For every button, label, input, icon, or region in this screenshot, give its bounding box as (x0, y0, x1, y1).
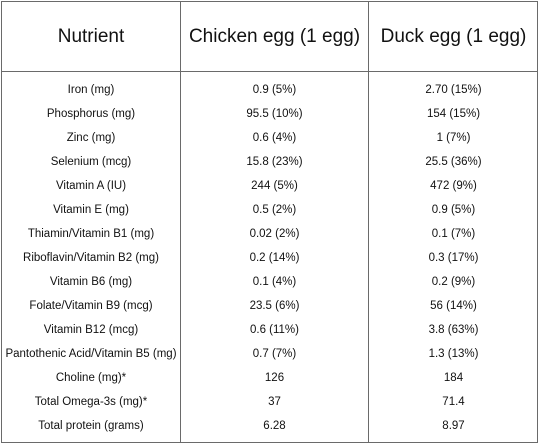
duck-egg-cell: 1 (7%) (436, 132, 471, 144)
duck-egg-cell: 154 (15%) (426, 108, 481, 120)
chicken-egg-cell: 0.5 (2%) (252, 204, 297, 216)
nutrient-cell: Thiamin/Vitamin B1 (mg) (27, 228, 155, 240)
chicken-egg-cell: 0.6 (4%) (252, 132, 297, 144)
chicken-egg-cell: 0.6 (11%) (249, 324, 299, 336)
duck-egg-cell: 0.9 (5%) (431, 204, 476, 216)
duck-egg-cell: 25.5 (36%) (425, 156, 482, 168)
nutrient-cell: Vitamin B6 (mg) (49, 276, 133, 288)
chicken-egg-cell: 0.2 (14%) (249, 252, 300, 264)
chicken-egg-cell: 126 (264, 372, 285, 384)
chicken-egg-cell: 0.02 (2%) (249, 228, 300, 240)
nutrient-cell: Selenium (mcg) (50, 156, 132, 168)
column-divider-1 (180, 2, 181, 443)
nutrient-cell: Choline (mg)* (55, 372, 127, 384)
chicken-egg-cell: 0.9 (5%) (252, 84, 297, 96)
header-nutrient: Nutrient (57, 25, 125, 47)
nutrient-cell: Zinc (mg) (66, 132, 116, 144)
duck-egg-cell: 1.3 (13%) (428, 348, 479, 360)
duck-egg-cell: 0.2 (9%) (431, 276, 476, 288)
chicken-egg-cell: 244 (5%) (251, 180, 298, 192)
chicken-egg-cell: 37 (268, 396, 281, 408)
chicken-egg-cell: 0.1 (4%) (252, 276, 297, 288)
chicken-egg-cell: 15.8 (23%) (246, 156, 303, 168)
duck-egg-cell: 2.70 (15%) (425, 84, 482, 96)
chicken-egg-cell: 6.28 (263, 420, 286, 432)
chicken-egg-cell: 23.5 (6%) (249, 300, 300, 312)
nutrient-cell: Pantothenic Acid/Vitamin B5 (mg) (5, 348, 177, 360)
column-divider-2 (368, 2, 369, 443)
nutrient-cell: Riboflavin/Vitamin B2 (mg) (23, 252, 159, 264)
nutrient-cell: Vitamin B12 (mcg) (43, 324, 139, 336)
header-divider (1, 71, 538, 72)
nutrient-cell: Iron (mg) (67, 84, 115, 96)
chicken-egg-cell: 95.5 (10%) (246, 108, 303, 120)
nutrient-cell: Phosphorus (mg) (46, 108, 136, 120)
nutrient-cell: Total Omega-3s (mg)* (34, 396, 148, 408)
duck-egg-cell: 184 (443, 372, 464, 384)
header-chicken-egg: Chicken egg (1 egg) (188, 25, 361, 47)
header-duck-egg: Duck egg (1 egg) (380, 25, 527, 47)
duck-egg-cell: 0.1 (7%) (431, 228, 476, 240)
nutrient-cell: Vitamin A (IU) (55, 180, 127, 192)
duck-egg-cell: 56 (14%) (430, 300, 477, 312)
duck-egg-cell: 3.8 (63%) (428, 324, 479, 336)
nutrient-cell: Total protein (grams) (38, 420, 144, 432)
duck-egg-cell: 71.4 (442, 396, 465, 408)
duck-egg-cell: 472 (9%) (430, 180, 477, 192)
duck-egg-cell: 8.97 (442, 420, 465, 432)
duck-egg-cell: 0.3 (17%) (428, 252, 479, 264)
chicken-egg-cell: 0.7 (7%) (252, 348, 297, 360)
nutrient-cell: Folate/Vitamin B9 (mcg) (29, 300, 153, 312)
nutrient-cell: Vitamin E (mg) (53, 204, 129, 216)
